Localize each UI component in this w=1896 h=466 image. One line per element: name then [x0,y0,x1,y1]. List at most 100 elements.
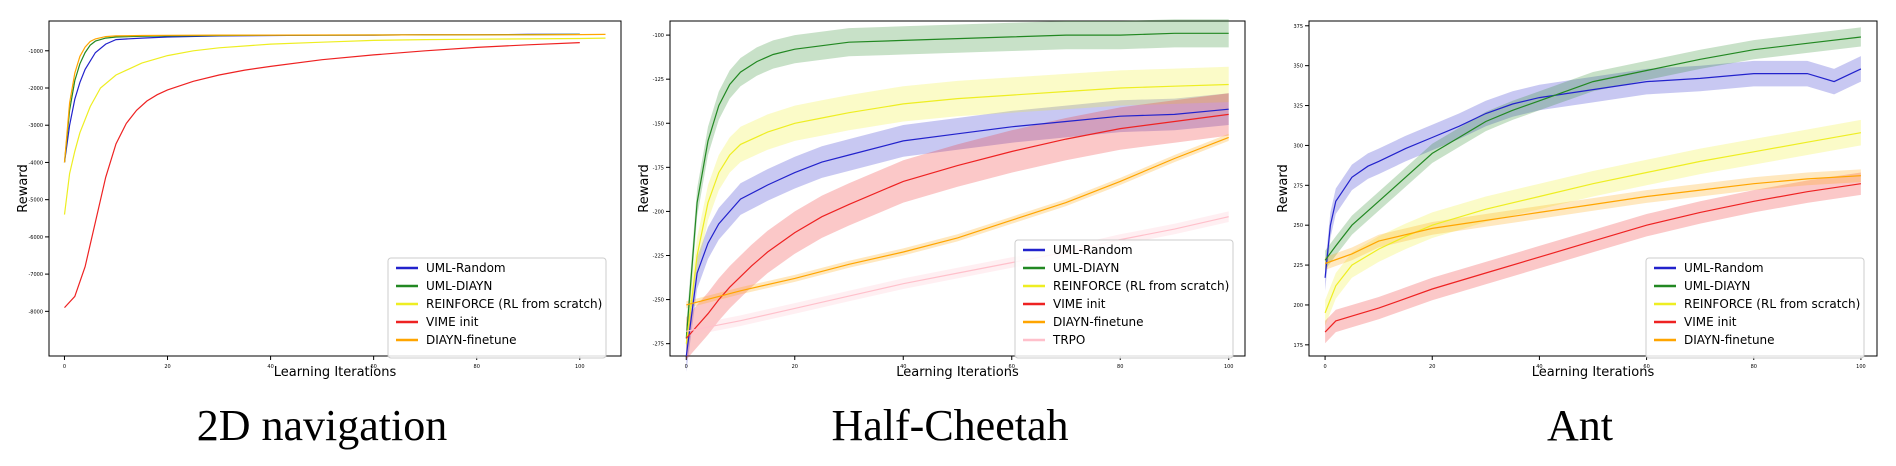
series-line [685,108,1229,357]
y-tick-label: -1000 [28,49,43,55]
y-axis-label: Reward [16,164,31,212]
series-line [63,37,606,215]
series-line [1324,183,1861,333]
series-line [1324,68,1862,278]
y-tick-label: -225 [653,254,664,260]
y-tick-label: -3000 [28,123,43,129]
chart-1: 0 20 40 60 80 100 -1000 -2000 -3000 -4000 -5000 -60… [16,20,622,380]
y-tick-label: -6000 [28,235,43,241]
x-tick-label: 20 [1429,364,1435,370]
legend-entry: VIME init [1684,315,1737,329]
series-line [685,113,1229,339]
series-band [1325,56,1861,291]
x-tick-label: 0 [1323,364,1326,370]
series-band [686,93,1229,372]
y-tick-label: 175 [1293,343,1303,349]
series-line [685,83,1229,344]
x-tick-label: 100 [1856,364,1866,370]
x-tick-label: 40 [267,364,273,370]
caption-2d-navigation: 2D navigation [196,401,448,450]
series-line [63,33,580,163]
legend-box [1645,257,1865,359]
legend-entry: VIME init [1053,297,1106,311]
y-tick-label: -250 [653,298,664,304]
x-tick-label: 20 [792,364,798,370]
x-tick-label: 40 [1536,364,1542,370]
y-tick-label: 275 [1293,183,1303,189]
x-tick-label: 60 [370,364,376,370]
legend-entry: UML-DIAYN [1053,261,1119,275]
legend-entry: REINFORCE (RL from scratch) [1684,297,1860,311]
x-tick-label: 40 [900,364,906,370]
legend: UML-Random UML-DIAYN REINFORCE (RL from sc… [1014,239,1234,359]
legend-entry: UML-Random [1684,261,1764,275]
y-tick-label: -150 [653,121,664,127]
y-tick-label: -5000 [28,198,43,204]
legend-entry: REINFORCE (RL from scratch) [1053,279,1229,293]
y-axis-label: Reward [637,164,652,212]
series-line [685,32,1229,339]
x-tick-label: 100 [575,364,585,370]
x-axis-label: Learning Iterations [274,365,397,380]
x-tick-label: 80 [1117,364,1123,370]
series-band [1325,27,1861,270]
series-band [686,93,1229,360]
legend-entry: UML-DIAYN [426,279,492,293]
y-tick-label: -275 [653,342,664,348]
y-tick-label: 350 [1293,64,1303,70]
legend-entry: VIME init [426,315,479,329]
series-band [686,66,1229,362]
y-tick-label: -175 [653,165,664,171]
y-tick-label: -8000 [28,309,43,315]
series-band [1325,172,1861,344]
series-line [686,216,1229,332]
y-tick-label: 200 [1293,303,1303,309]
legend-box [1014,239,1234,359]
series-line [1324,36,1861,261]
y-tick-label: -7000 [28,272,43,278]
y-tick-label: 225 [1293,263,1303,269]
x-axis-label: Learning Iterations [1532,365,1655,380]
series-line [686,136,1229,306]
y-tick-label: -4000 [28,160,43,166]
x-axis-label: Learning Iterations [896,365,1019,380]
y-tick-label: -100 [653,33,664,39]
y-axis-label: Reward [1276,164,1291,212]
legend: UML-Random UML-DIAYN REINFORCE (RL from sc… [1645,257,1865,359]
x-tick-label: 80 [1751,364,1757,370]
x-tick-label: 0 [685,364,688,370]
legend-entry: DIAYN-finetune [1053,315,1144,329]
y-tick-label: -2000 [28,86,43,92]
x-tick-label: 60 [1643,364,1649,370]
y-tick-label: 375 [1293,24,1303,30]
x-tick-label: 0 [63,364,66,370]
plot-frame [669,20,1246,357]
y-tick-label: -200 [653,209,664,215]
y-tick-label: 250 [1293,223,1303,229]
y-tick-label: 325 [1293,104,1303,110]
series-line [64,42,580,309]
plot-frame [48,20,622,357]
plot-frame [1308,20,1878,357]
legend-entry: DIAYN-finetune [426,333,517,347]
series-line [1324,132,1862,314]
series-line [63,33,606,163]
series-line [1324,175,1861,265]
x-tick-label: 80 [474,364,480,370]
legend-entry: UML-DIAYN [1684,279,1750,293]
legend: UML-Random UML-DIAYN REINFORCE (RL from sc… [387,257,607,359]
legend-box [387,257,607,359]
chart-2: 0 20 40 60 80 100 -100 -125 -150 -175 -200 -225 -250… [637,19,1246,380]
legend-entry: TRPO [1052,333,1085,347]
legend-entry: REINFORCE (RL from scratch) [426,297,602,311]
legend-entry: UML-Random [1053,243,1133,257]
x-tick-label: 20 [164,364,170,370]
legend-entry: DIAYN-finetune [1684,333,1775,347]
caption-ant: Ant [1547,401,1613,450]
y-tick-label: 300 [1293,143,1303,149]
chart-3: 0 20 40 60 80 100 175 200 225 250 275 300 325 350 375 L… [1276,20,1878,380]
caption-half-cheetah: Half-Cheetah [831,401,1069,450]
legend-entry: UML-Random [426,261,506,275]
y-tick-label: -125 [653,77,664,83]
